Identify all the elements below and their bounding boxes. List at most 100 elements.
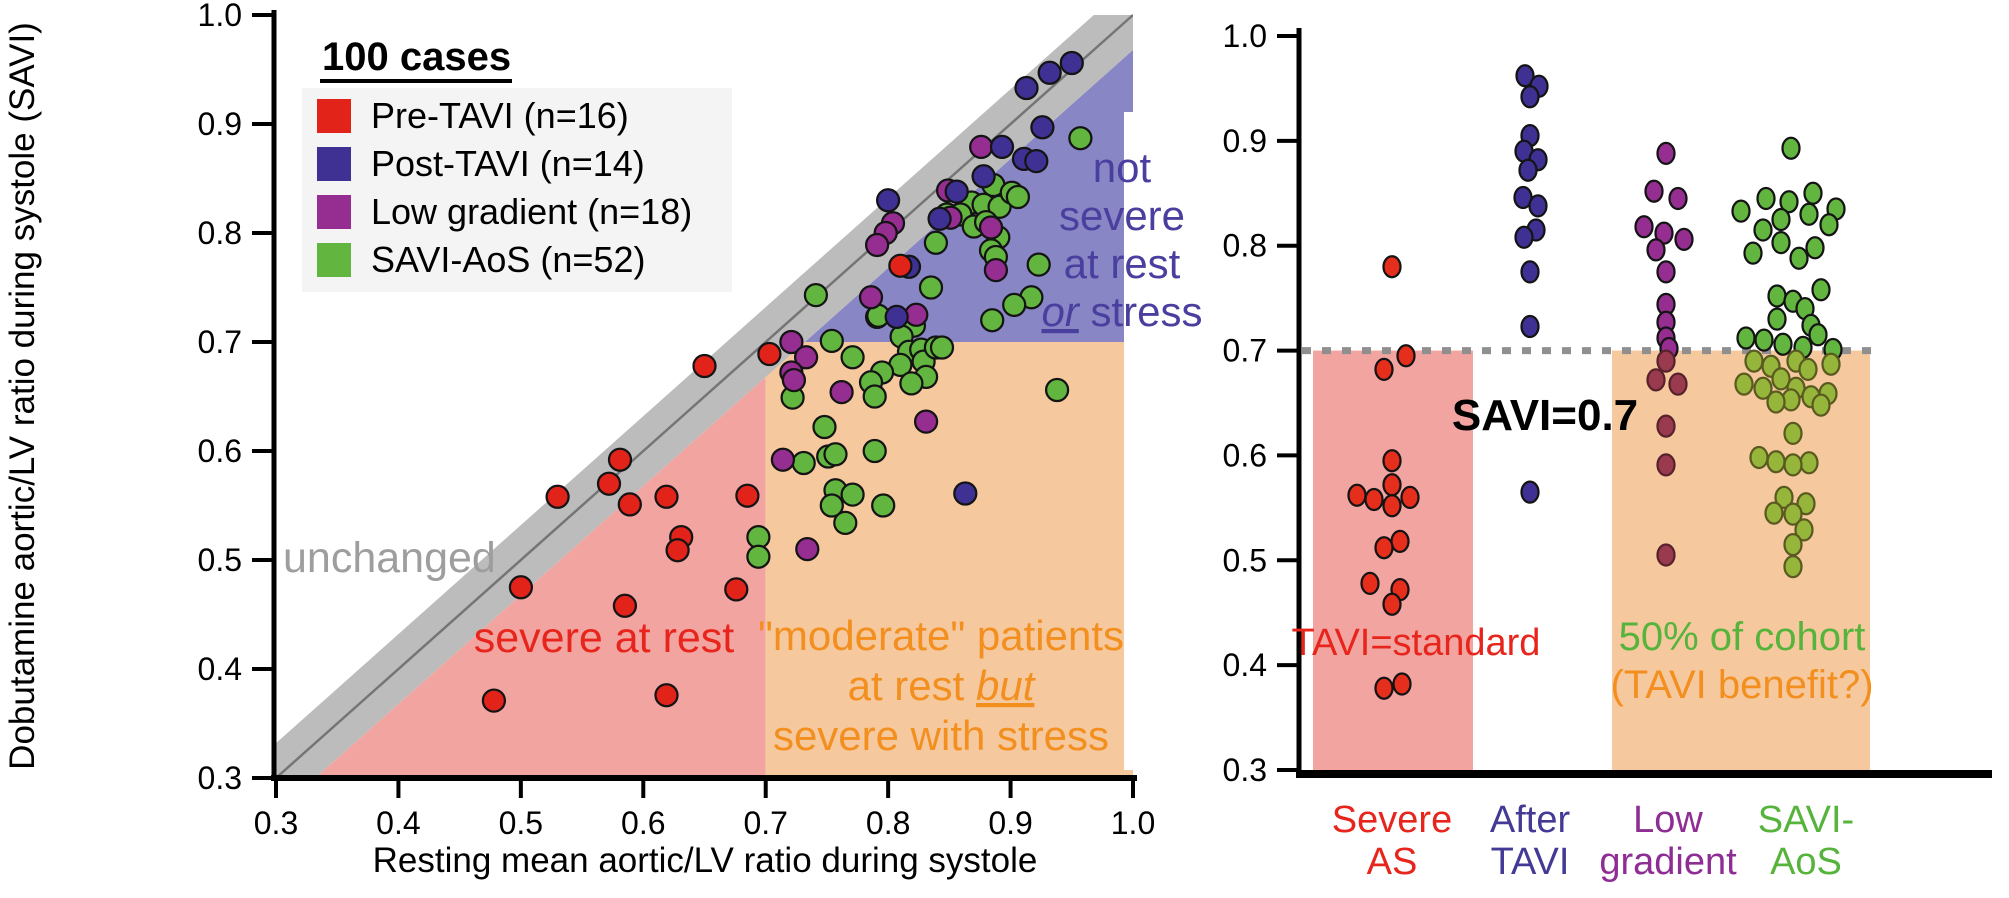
- region-label-notsevere-line3: at rest: [1064, 240, 1181, 287]
- strip-point: [1382, 449, 1402, 473]
- left-scatter-points: [481, 50, 1093, 713]
- scatter-point: [969, 134, 994, 160]
- scatter-point: [971, 164, 996, 189]
- left-x-axis-title: Resting mean aortic/LV ratio during syst…: [373, 841, 1038, 880]
- right-y-tick-label: 1.0: [1223, 18, 1267, 54]
- strip-point: [1382, 255, 1402, 279]
- scatter-point: [871, 493, 896, 518]
- y-tick-label: 1.0: [198, 0, 242, 33]
- scatter-point: [795, 536, 820, 562]
- legend-swatch: [317, 195, 351, 229]
- scatter-point: [913, 409, 939, 434]
- scatter-point: [612, 593, 638, 618]
- scatter-point: [858, 285, 884, 310]
- strip-point: [1783, 421, 1803, 446]
- legend-swatch: [317, 147, 351, 181]
- strip-point: [1347, 483, 1367, 507]
- scatter-point: [927, 206, 952, 231]
- strip-point: [1656, 543, 1676, 567]
- scatter-point: [1068, 126, 1093, 151]
- right-strip-regions: [1302, 347, 1876, 775]
- strip-point: [1789, 246, 1809, 270]
- strip-point: [1518, 158, 1538, 182]
- scatter-point: [978, 215, 1004, 240]
- right-y-tick-label: 0.8: [1223, 228, 1267, 264]
- scatter-point: [864, 232, 890, 258]
- category-label-after-tavi: After TAVI: [1490, 799, 1571, 883]
- scatter-point: [1059, 50, 1084, 76]
- strip-point: [1656, 349, 1676, 373]
- strip-point: [1771, 367, 1791, 391]
- right-y-tick-label: 0.6: [1223, 437, 1267, 473]
- legend-item-label: Pre-TAVI (n=16): [371, 95, 629, 136]
- strip-point: [1515, 64, 1535, 88]
- x-tick-label: 0.4: [376, 805, 420, 841]
- strip-point: [1743, 241, 1763, 265]
- strip-point: [1736, 326, 1756, 350]
- strip-point: [1799, 451, 1819, 475]
- scatter-point: [1044, 377, 1070, 403]
- strip-point: [1821, 352, 1841, 376]
- strip-point: [1799, 202, 1819, 226]
- scatter-point: [617, 492, 642, 517]
- strip-point: [1656, 414, 1676, 438]
- right-strip-points: [1347, 64, 1846, 700]
- strip-point: [1656, 453, 1676, 477]
- region-label-moderate-line1: "moderate" patients: [758, 612, 1124, 659]
- legend: 100 cases Pre-TAVI (n=16) Post-TAVI (n=14…: [302, 35, 732, 292]
- strip-point: [1382, 473, 1402, 497]
- legend-swatch: [317, 99, 351, 133]
- strip-point: [1808, 323, 1828, 347]
- strip-point: [1753, 376, 1773, 400]
- scatter-point: [508, 575, 534, 600]
- strip-point: [1805, 236, 1825, 260]
- strip-point: [1779, 190, 1799, 214]
- strip-point: [1766, 390, 1786, 414]
- scatter-point: [862, 438, 887, 464]
- strip-point: [1374, 676, 1394, 700]
- scatter-point: [983, 257, 1009, 283]
- strip-point: [1756, 186, 1776, 211]
- shaded-region-tavi-standard: [1313, 350, 1473, 775]
- strip-point: [1656, 141, 1676, 166]
- strip-point: [1796, 492, 1816, 516]
- strip-point: [1396, 344, 1416, 368]
- category-labels: Severe AS After TAVI Low gradient SAVI-AoS: [1332, 799, 1854, 883]
- x-tick-label: 1.0: [1111, 805, 1155, 841]
- strip-point: [1764, 501, 1784, 525]
- legend-item-label: Low gradient (n=18): [371, 191, 692, 232]
- region-label-cohort-line1: 50% of cohort: [1619, 615, 1866, 659]
- scatter-point: [654, 683, 679, 708]
- scatter-point: [1024, 148, 1049, 174]
- scatter-point: [596, 471, 622, 496]
- scatter-point: [953, 481, 978, 506]
- right-y-tick-label: 0.4: [1223, 647, 1267, 683]
- scatter-point: [918, 275, 944, 300]
- scatter-point: [793, 345, 819, 370]
- scatter-point: [481, 688, 507, 713]
- scatter-point: [665, 538, 690, 563]
- strip-point: [1514, 225, 1534, 249]
- scatter-point: [823, 442, 848, 467]
- strip-point: [1766, 450, 1786, 474]
- strip-point: [1773, 332, 1793, 356]
- x-tick-label: 0.8: [866, 805, 910, 841]
- strip-point: [1360, 571, 1380, 596]
- scatter-point: [989, 134, 1015, 160]
- scatter-point: [884, 304, 909, 330]
- strip-point: [1656, 260, 1676, 284]
- strip-point: [1783, 453, 1803, 477]
- region-label-cohort-line2: (TAVI benefit?): [1610, 663, 1873, 707]
- scatter-point: [812, 414, 837, 440]
- scatter-point: [724, 577, 749, 602]
- region-label-notsevere-line2: severe: [1059, 192, 1185, 239]
- right-y-tick-label: 0.7: [1223, 333, 1267, 369]
- right-axes: 0.3 0.4 0.5 0.6 0.7 0.8 0.9 1.0: [1223, 18, 1992, 788]
- category-label-low-gradient: Low gradient: [1599, 799, 1737, 883]
- left-axes: 0.3 0.4 0.5 0.6 0.7 0.8 0.9 1.0 0.3 0.4 0.5 0.6 0.7 0…: [198, 0, 1156, 841]
- strip-point: [1744, 349, 1764, 373]
- scatter-point: [1026, 252, 1051, 277]
- legend-item-label: Post-TAVI (n=14): [371, 143, 645, 184]
- scatter-point: [833, 510, 858, 536]
